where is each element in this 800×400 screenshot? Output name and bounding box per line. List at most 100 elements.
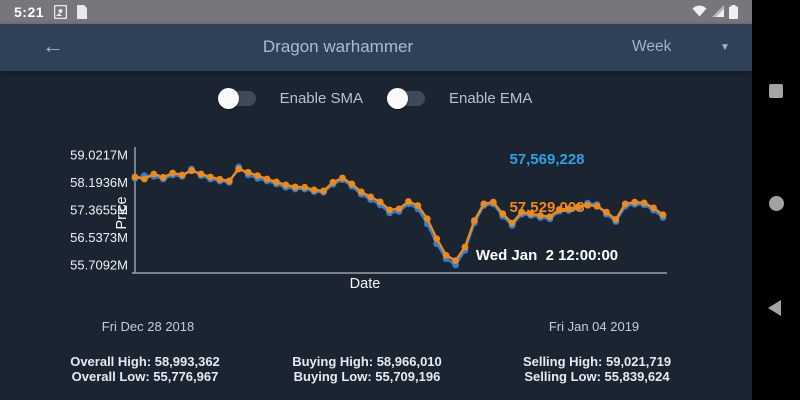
selling-point[interactable]	[405, 198, 412, 205]
y-tick-label: 59.0217M	[70, 148, 128, 163]
selling-point[interactable]	[188, 167, 195, 175]
selling-point[interactable]	[631, 198, 639, 206]
selling-point[interactable]	[593, 202, 601, 210]
selling-point[interactable]	[527, 210, 535, 218]
selling-point[interactable]	[461, 243, 469, 251]
back-button[interactable]: ←	[42, 33, 64, 58]
selling-high: Selling High: 59,021,719	[522, 354, 672, 369]
selling-point[interactable]	[273, 178, 280, 186]
selling-point[interactable]	[659, 211, 667, 219]
period-selector[interactable]: Week	[632, 38, 672, 55]
selling-point[interactable]	[489, 198, 497, 206]
selling-point[interactable]	[339, 174, 346, 182]
cell-signal-icon	[712, 5, 724, 17]
selling-point[interactable]	[395, 205, 403, 213]
overall-high: Overall High: 58,993,362	[70, 354, 220, 369]
sma-toggle-group: Enable SMA	[217, 87, 363, 109]
selling-point[interactable]	[348, 180, 356, 188]
buying-stats: Buying High: 58,966,010 Buying Low: 55,7…	[237, 354, 497, 384]
selling-point[interactable]	[282, 181, 290, 189]
page-title: Dragon warhammer	[262, 37, 414, 56]
selling-point[interactable]	[376, 198, 384, 206]
selling-point[interactable]	[499, 210, 507, 218]
y-tick-label: 56.5373M	[70, 230, 128, 245]
selling-point[interactable]	[159, 173, 167, 181]
selling-point[interactable]	[197, 170, 205, 178]
selling-point[interactable]	[386, 206, 393, 214]
selling-point[interactable]	[244, 168, 252, 176]
selling-point[interactable]	[235, 165, 243, 173]
selling-point[interactable]	[423, 215, 431, 223]
selling-point[interactable]	[584, 201, 591, 209]
selling-point[interactable]	[254, 172, 261, 180]
x-axis-title: Date	[349, 276, 381, 292]
tooltip-timestamp: Wed Jan 2 12:00:00	[475, 247, 619, 264]
selling-point[interactable]	[603, 208, 610, 216]
selling-point[interactable]	[169, 169, 177, 177]
selling-point[interactable]	[414, 202, 422, 209]
point-tooltip: 57,569,228 57,529,008 Wed Jan 2 12:00:00	[437, 120, 657, 296]
selling-point[interactable]	[320, 187, 327, 195]
range-start-date: Fri Dec 28 2018	[101, 319, 195, 334]
selling-point[interactable]	[141, 175, 148, 183]
chevron-down-icon[interactable]: ▼	[720, 42, 730, 53]
selling-point[interactable]	[565, 205, 573, 213]
switch-thumb	[387, 87, 408, 109]
overall-stats: Overall High: 58,993,362 Overall Low: 55…	[15, 354, 275, 384]
selling-point[interactable]	[555, 206, 563, 213]
y-tick-label: 58.1936M	[70, 175, 128, 190]
ema-toggle-label: Enable EMA	[449, 89, 533, 107]
selling-point[interactable]	[207, 173, 214, 181]
selling-point[interactable]	[546, 213, 554, 221]
recents-button[interactable]	[769, 84, 783, 98]
selling-point[interactable]	[574, 203, 582, 211]
selling-point[interactable]	[433, 235, 441, 243]
ema-toggle-switch[interactable]	[387, 87, 425, 109]
buying-low: Buying Low: 55,709,196	[293, 368, 441, 384]
selling-point[interactable]	[357, 188, 365, 196]
selling-point[interactable]	[131, 173, 139, 181]
selling-point[interactable]	[301, 183, 309, 191]
selling-point[interactable]	[537, 212, 544, 219]
selling-low: Selling Low: 55,839,624	[524, 368, 670, 384]
android-back-button[interactable]	[768, 300, 781, 316]
sma-toggle-label: Enable SMA	[279, 89, 363, 107]
tooltip-buying-value: 57,569,228	[509, 151, 585, 168]
selling-point[interactable]	[650, 204, 657, 212]
ema-toggle-group: Enable EMA	[387, 87, 533, 109]
selling-point[interactable]	[442, 251, 450, 259]
selling-point[interactable]	[518, 208, 525, 216]
file-icon	[76, 5, 88, 19]
app-bar: ← Dragon warhammer Week ▼	[0, 24, 752, 71]
buying-high: Buying High: 58,966,010	[292, 354, 442, 369]
status-bar: 5:21	[0, 0, 752, 24]
selling-point[interactable]	[508, 219, 516, 227]
status-time: 5:21	[14, 4, 45, 20]
overall-low: Overall Low: 55,776,967	[71, 368, 219, 384]
android-nav-bar	[752, 0, 800, 400]
selling-point[interactable]	[640, 199, 648, 207]
selling-point[interactable]	[263, 175, 271, 183]
selling-point[interactable]	[216, 175, 224, 183]
selling-point[interactable]	[225, 177, 233, 185]
selling-point[interactable]	[612, 216, 620, 223]
home-button[interactable]	[769, 196, 784, 211]
screenshot-icon	[54, 5, 67, 19]
selling-point[interactable]	[471, 217, 478, 224]
sma-toggle-switch[interactable]	[217, 87, 256, 109]
selling-point[interactable]	[480, 200, 488, 208]
selling-point[interactable]	[310, 186, 318, 194]
battery-icon	[729, 5, 738, 19]
selling-point[interactable]	[621, 200, 629, 208]
selling-point[interactable]	[329, 178, 337, 186]
selling-point[interactable]	[367, 193, 375, 201]
selling-stats: Selling High: 59,021,719 Selling Low: 55…	[467, 354, 727, 384]
selling-point[interactable]	[452, 257, 459, 265]
y-axis-title: Price	[114, 196, 130, 230]
selling-point[interactable]	[178, 171, 186, 179]
selling-point[interactable]	[150, 170, 158, 178]
selling-point[interactable]	[291, 183, 299, 191]
y-tick-label: 55.7092M	[70, 258, 128, 273]
toggle-row: Enable SMA Enable EMA	[0, 84, 752, 112]
